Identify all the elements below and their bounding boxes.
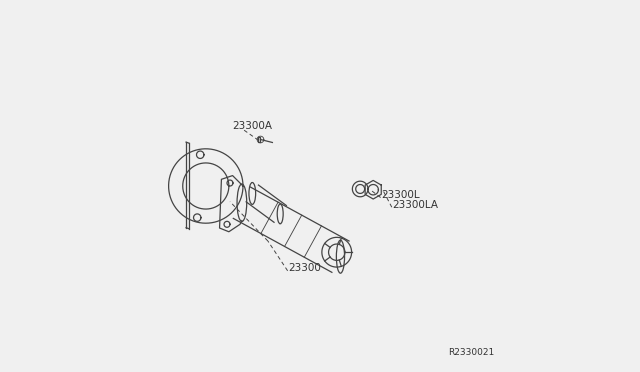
Text: 23300A: 23300A [232, 121, 273, 131]
Text: R2330021: R2330021 [449, 348, 495, 357]
Text: 23300: 23300 [289, 263, 321, 273]
Text: 23300LA: 23300LA [392, 200, 438, 210]
Text: 23300L: 23300L [381, 190, 420, 200]
